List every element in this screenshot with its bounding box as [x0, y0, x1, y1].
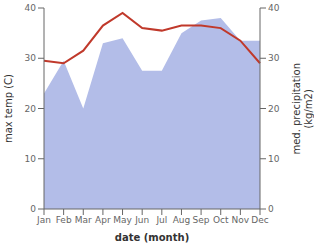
html-text:max temp (C): max temp (C) [3, 74, 14, 143]
svg-text:Jan: Jan [36, 215, 51, 225]
svg-text:30: 30 [268, 53, 280, 63]
svg-text:Jun: Jun [134, 215, 149, 225]
svg-text:Jul: Jul [155, 215, 167, 225]
svg-text:10: 10 [25, 154, 37, 164]
svg-text:Dec: Dec [251, 215, 268, 225]
svg-text:Mar: Mar [75, 215, 92, 225]
svg-text:20: 20 [25, 104, 37, 114]
svg-text:30: 30 [25, 53, 37, 63]
svg-text:Aug: Aug [173, 215, 191, 225]
svg-text:Feb: Feb [56, 215, 72, 225]
svg-text:Sep: Sep [193, 215, 210, 225]
svg-text:May: May [113, 215, 132, 225]
html-text:date (month): date (month) [114, 232, 190, 243]
svg-text:Nov: Nov [232, 215, 250, 225]
svg-text:10: 10 [268, 154, 280, 164]
svg-text:20: 20 [268, 104, 280, 114]
svg-text:Apr: Apr [95, 215, 111, 225]
svg-text:0: 0 [268, 204, 274, 214]
svg-text:0: 0 [30, 204, 36, 214]
svg-text:40: 40 [268, 3, 280, 13]
svg-text:Oct: Oct [213, 215, 229, 225]
svg-text:40: 40 [25, 3, 37, 13]
html-text:med. precipitation (kg/m2): med. precipitation (kg/m2) [291, 62, 314, 155]
